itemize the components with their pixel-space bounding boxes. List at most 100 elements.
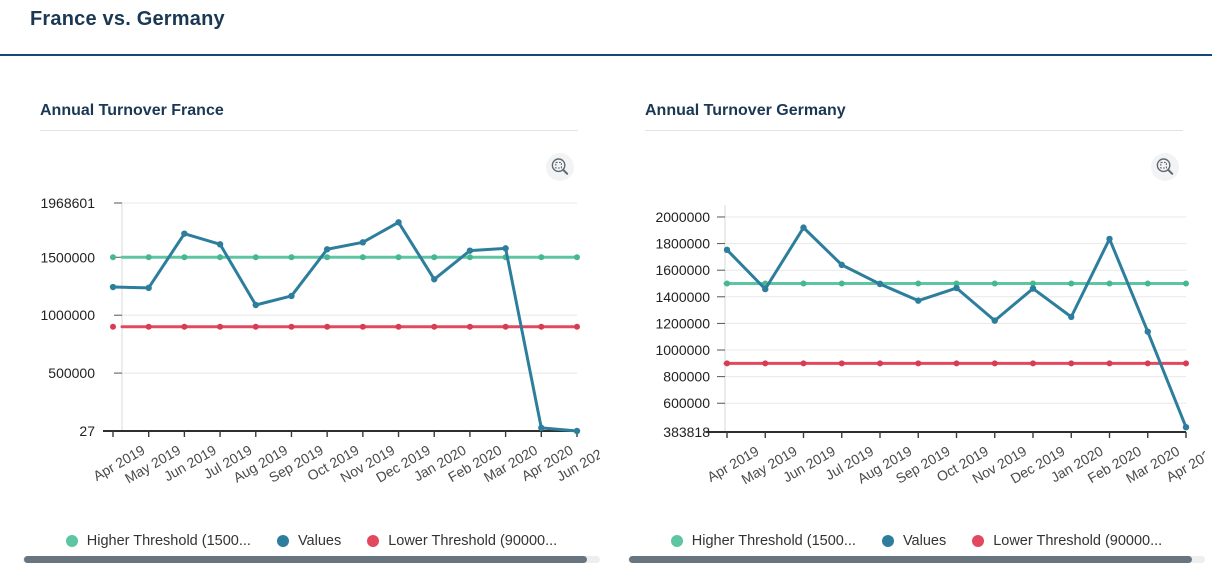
threshold-marker[interactable]: [574, 254, 580, 261]
legend-item[interactable]: Values: [276, 533, 341, 549]
values-marker[interactable]: [1144, 328, 1151, 335]
threshold-marker[interactable]: [145, 254, 152, 261]
legend-item[interactable]: Values: [881, 533, 946, 549]
values-marker[interactable]: [395, 219, 402, 226]
threshold-marker[interactable]: [252, 323, 259, 330]
threshold-marker[interactable]: [1144, 360, 1151, 367]
threshold-marker[interactable]: [110, 323, 116, 330]
values-marker[interactable]: [762, 285, 769, 293]
threshold-marker[interactable]: [181, 323, 188, 330]
threshold-marker[interactable]: [538, 323, 545, 330]
threshold-marker[interactable]: [838, 360, 845, 367]
threshold-marker[interactable]: [1030, 280, 1036, 287]
threshold-marker[interactable]: [145, 323, 152, 330]
y-axis-label: 1500000: [40, 249, 95, 265]
threshold-marker[interactable]: [431, 254, 438, 261]
legend-item[interactable]: Higher Threshold (1500...: [65, 533, 251, 549]
values-marker[interactable]: [538, 424, 545, 432]
values-marker[interactable]: [431, 276, 438, 283]
threshold-marker[interactable]: [538, 254, 545, 261]
values-marker[interactable]: [991, 317, 998, 324]
threshold-marker[interactable]: [800, 280, 807, 287]
threshold-marker[interactable]: [1068, 360, 1075, 367]
scrollbar-thumb[interactable]: [24, 556, 587, 563]
scrollbar-thumb[interactable]: [629, 556, 1192, 563]
threshold-marker[interactable]: [324, 254, 331, 261]
threshold-marker[interactable]: [574, 323, 580, 330]
values-marker[interactable]: [723, 246, 731, 254]
values-marker[interactable]: [109, 283, 117, 291]
threshold-marker[interactable]: [1144, 280, 1151, 287]
threshold-marker[interactable]: [953, 280, 960, 287]
values-marker[interactable]: [573, 427, 581, 435]
threshold-marker[interactable]: [953, 360, 960, 367]
threshold-marker[interactable]: [915, 360, 922, 367]
chart-panel-france: Annual Turnover France 1968601 1500000 100…: [23, 96, 600, 576]
chart-legend: Higher Threshold (1500... Values Lower Thr…: [23, 533, 600, 549]
threshold-marker[interactable]: [359, 323, 366, 330]
threshold-marker[interactable]: [724, 360, 730, 367]
threshold-marker[interactable]: [1183, 360, 1189, 367]
values-marker[interactable]: [838, 261, 845, 269]
values-marker[interactable]: [145, 284, 152, 292]
threshold-marker[interactable]: [724, 280, 730, 287]
horizontal-scrollbar[interactable]: [628, 556, 1205, 563]
threshold-marker[interactable]: [1183, 280, 1189, 287]
values-line[interactable]: [111, 220, 579, 433]
y-axis-label: 27: [79, 423, 95, 439]
values-marker[interactable]: [359, 239, 367, 246]
threshold-marker[interactable]: [1106, 280, 1113, 287]
threshold-marker[interactable]: [466, 254, 473, 261]
values-marker[interactable]: [1182, 423, 1190, 431]
threshold-marker[interactable]: [502, 323, 509, 330]
threshold-marker[interactable]: [915, 280, 922, 287]
threshold-marker[interactable]: [252, 254, 259, 261]
y-axis-label: 1600000: [655, 262, 710, 278]
threshold-marker[interactable]: [431, 323, 438, 330]
threshold-marker[interactable]: [395, 323, 402, 330]
legend-item[interactable]: Lower Threshold (90000...: [972, 533, 1162, 549]
values-marker[interactable]: [216, 241, 224, 248]
threshold-marker[interactable]: [1068, 280, 1075, 287]
values-line[interactable]: [725, 226, 1188, 429]
values-marker[interactable]: [288, 292, 295, 300]
chart-canvas[interactable]: 2000000 1800000 1600000 1400000 1200000 10000…: [628, 133, 1205, 505]
threshold-marker[interactable]: [181, 254, 188, 261]
values-marker[interactable]: [252, 301, 259, 309]
threshold-marker[interactable]: [288, 323, 295, 330]
threshold-marker[interactable]: [395, 254, 402, 261]
zoom-in-button[interactable]: [546, 153, 574, 181]
values-marker[interactable]: [876, 280, 884, 288]
values-marker[interactable]: [323, 246, 331, 253]
threshold-marker[interactable]: [1030, 360, 1036, 367]
threshold-marker[interactable]: [466, 323, 473, 330]
threshold-marker[interactable]: [217, 254, 224, 261]
values-marker[interactable]: [953, 284, 960, 292]
values-marker[interactable]: [1106, 235, 1113, 243]
threshold-marker[interactable]: [762, 360, 769, 367]
threshold-marker[interactable]: [288, 254, 295, 261]
threshold-marker[interactable]: [217, 323, 224, 330]
threshold-marker[interactable]: [800, 360, 807, 367]
y-axis-label: 500000: [48, 365, 95, 381]
values-marker[interactable]: [1029, 285, 1037, 292]
threshold-marker[interactable]: [324, 323, 331, 330]
legend-item[interactable]: Lower Threshold (90000...: [367, 533, 557, 549]
values-marker[interactable]: [915, 297, 922, 304]
values-marker[interactable]: [466, 247, 474, 254]
horizontal-scrollbar[interactable]: [23, 556, 600, 563]
values-marker[interactable]: [502, 245, 509, 252]
threshold-marker[interactable]: [359, 254, 366, 261]
values-marker[interactable]: [800, 224, 807, 231]
threshold-marker[interactable]: [838, 280, 845, 287]
legend-item[interactable]: Higher Threshold (1500...: [670, 533, 856, 549]
values-marker[interactable]: [181, 230, 188, 237]
threshold-marker[interactable]: [991, 360, 998, 367]
threshold-marker[interactable]: [1106, 360, 1113, 367]
values-marker[interactable]: [1068, 313, 1075, 321]
threshold-marker[interactable]: [991, 280, 998, 287]
threshold-marker[interactable]: [877, 360, 883, 367]
zoom-in-button[interactable]: [1151, 153, 1179, 181]
threshold-marker[interactable]: [110, 254, 116, 261]
